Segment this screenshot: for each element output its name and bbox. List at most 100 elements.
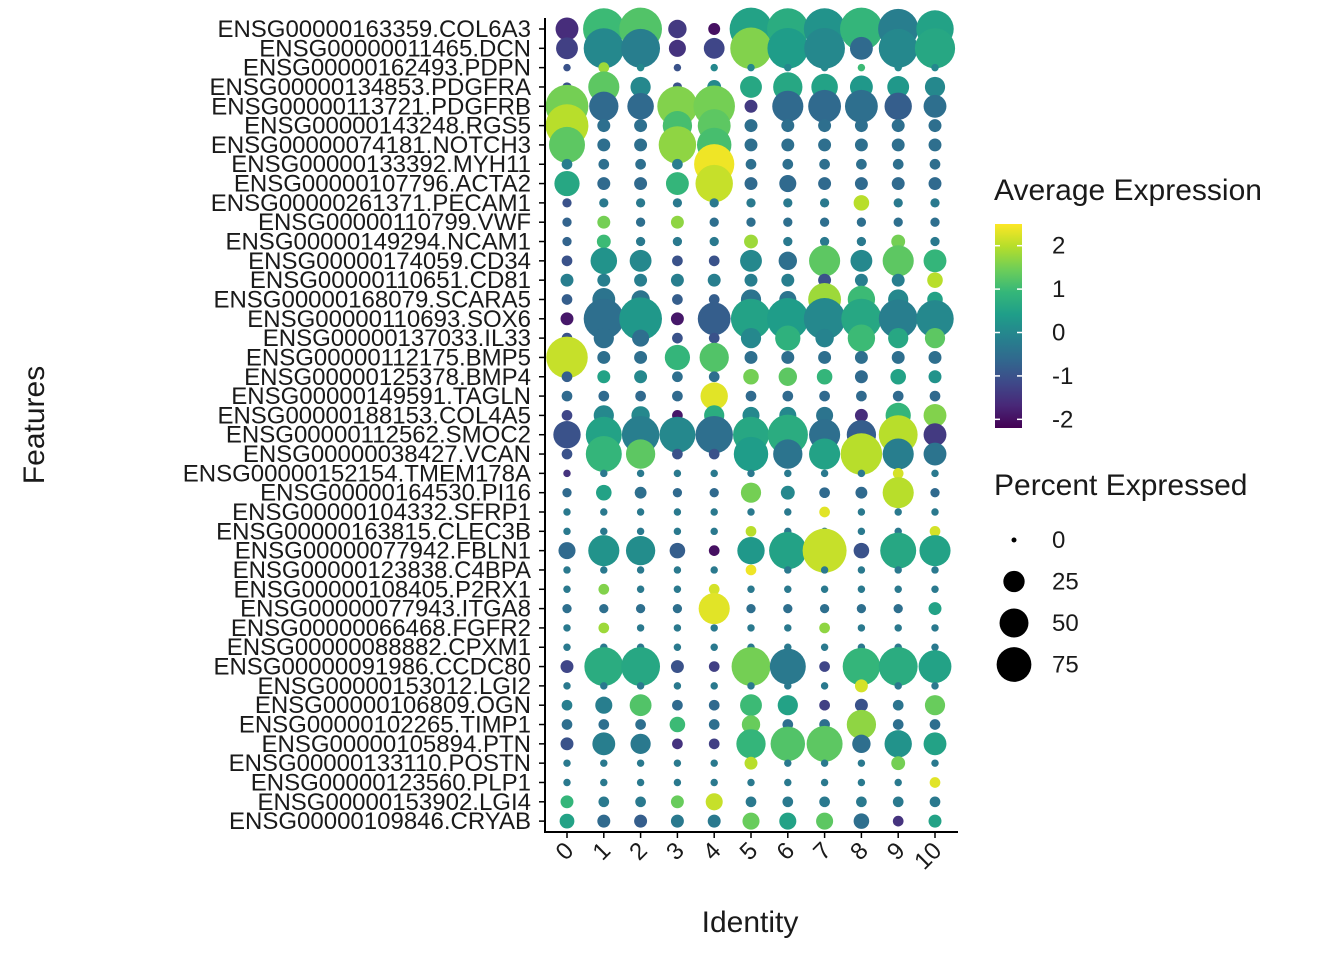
dot	[819, 622, 830, 634]
dot	[673, 759, 682, 767]
dot	[592, 732, 616, 756]
dot	[672, 738, 683, 750]
dot	[600, 527, 608, 536]
dot	[670, 273, 684, 287]
y-tick-label: ENSG00000088882.CPXM1	[227, 634, 531, 661]
dot	[928, 350, 942, 364]
dot	[703, 37, 725, 59]
dot	[891, 119, 905, 133]
dot	[561, 719, 573, 730]
dot	[783, 217, 793, 227]
dot	[635, 603, 646, 614]
dot	[634, 119, 648, 133]
dot	[856, 796, 867, 808]
dot	[563, 508, 571, 516]
dot	[673, 585, 682, 594]
dot	[670, 795, 684, 809]
dot	[819, 217, 830, 227]
dot	[636, 682, 645, 690]
dot	[769, 531, 807, 570]
dot	[747, 624, 755, 632]
dot	[630, 733, 651, 754]
dot	[673, 508, 682, 516]
dot	[882, 438, 914, 470]
dot	[853, 542, 870, 559]
dot	[598, 796, 610, 808]
dot	[630, 76, 651, 98]
dot	[818, 350, 832, 364]
size-legend-dot	[1003, 570, 1025, 593]
dot	[636, 469, 645, 478]
dot	[673, 778, 682, 787]
dot	[599, 603, 609, 614]
y-tick-label: ENSG00000137033.IL33	[263, 325, 531, 352]
dot	[695, 164, 733, 203]
dot	[857, 508, 866, 516]
dot	[634, 273, 648, 287]
dot	[783, 603, 793, 614]
y-tick-label: ENSG00000152154.TMEM178A	[183, 460, 531, 487]
y-tick-label: ENSG00000077942.FBLN1	[235, 538, 531, 565]
dot	[632, 329, 650, 347]
dot	[708, 255, 720, 267]
dot	[929, 525, 941, 537]
dot	[709, 217, 719, 227]
dot	[916, 300, 954, 338]
dot	[880, 532, 917, 569]
dot	[892, 815, 904, 827]
dot	[597, 350, 611, 364]
dot	[708, 371, 720, 383]
dot	[857, 469, 866, 478]
dot	[598, 390, 610, 402]
dot	[820, 643, 829, 651]
dot	[672, 236, 683, 247]
dot	[819, 603, 830, 614]
x-tick-label: 5	[735, 837, 764, 866]
y-tick-label: ENSG00000105894.PTN	[261, 731, 531, 758]
y-tick-label: ENSG00000133392.MYH11	[231, 151, 531, 178]
size-legend-title: Percent Expressed	[994, 469, 1247, 502]
dot	[672, 332, 683, 344]
dot	[673, 682, 682, 690]
dot	[563, 759, 571, 767]
dot	[923, 403, 947, 427]
y-tick-label: ENSG00000066468.FGFR2	[231, 615, 531, 642]
dot	[672, 371, 683, 383]
color-legend-bar	[995, 224, 1022, 428]
dot	[698, 593, 730, 625]
dot	[563, 566, 571, 574]
dot	[847, 324, 876, 352]
dot	[820, 63, 829, 72]
dot	[599, 198, 609, 208]
dot	[878, 28, 918, 68]
dot	[561, 410, 573, 421]
dot	[815, 328, 834, 348]
dot	[597, 370, 611, 384]
dot	[842, 647, 881, 686]
dot	[730, 298, 772, 339]
dot	[745, 796, 757, 808]
dot	[770, 726, 806, 762]
dot	[782, 390, 794, 402]
dot	[857, 527, 866, 536]
dot	[710, 759, 718, 767]
dot	[730, 27, 772, 70]
dot	[562, 603, 572, 614]
dot	[634, 814, 648, 828]
dot	[891, 273, 905, 287]
dot	[784, 63, 792, 72]
y-tick-label: ENSG00000123838.C4BPA	[233, 557, 531, 584]
dot	[561, 294, 573, 305]
dot	[695, 416, 733, 454]
dot	[820, 585, 829, 594]
dot	[931, 585, 939, 594]
x-tick-label: 3	[661, 837, 690, 866]
x-tick-label: 2	[624, 837, 653, 866]
dot	[659, 416, 696, 453]
y-tick-label: ENSG00000106809.OGN	[255, 692, 531, 719]
dot	[560, 660, 574, 674]
dot	[708, 719, 720, 730]
dot	[816, 368, 833, 385]
dot	[747, 63, 755, 72]
dot	[923, 732, 947, 756]
